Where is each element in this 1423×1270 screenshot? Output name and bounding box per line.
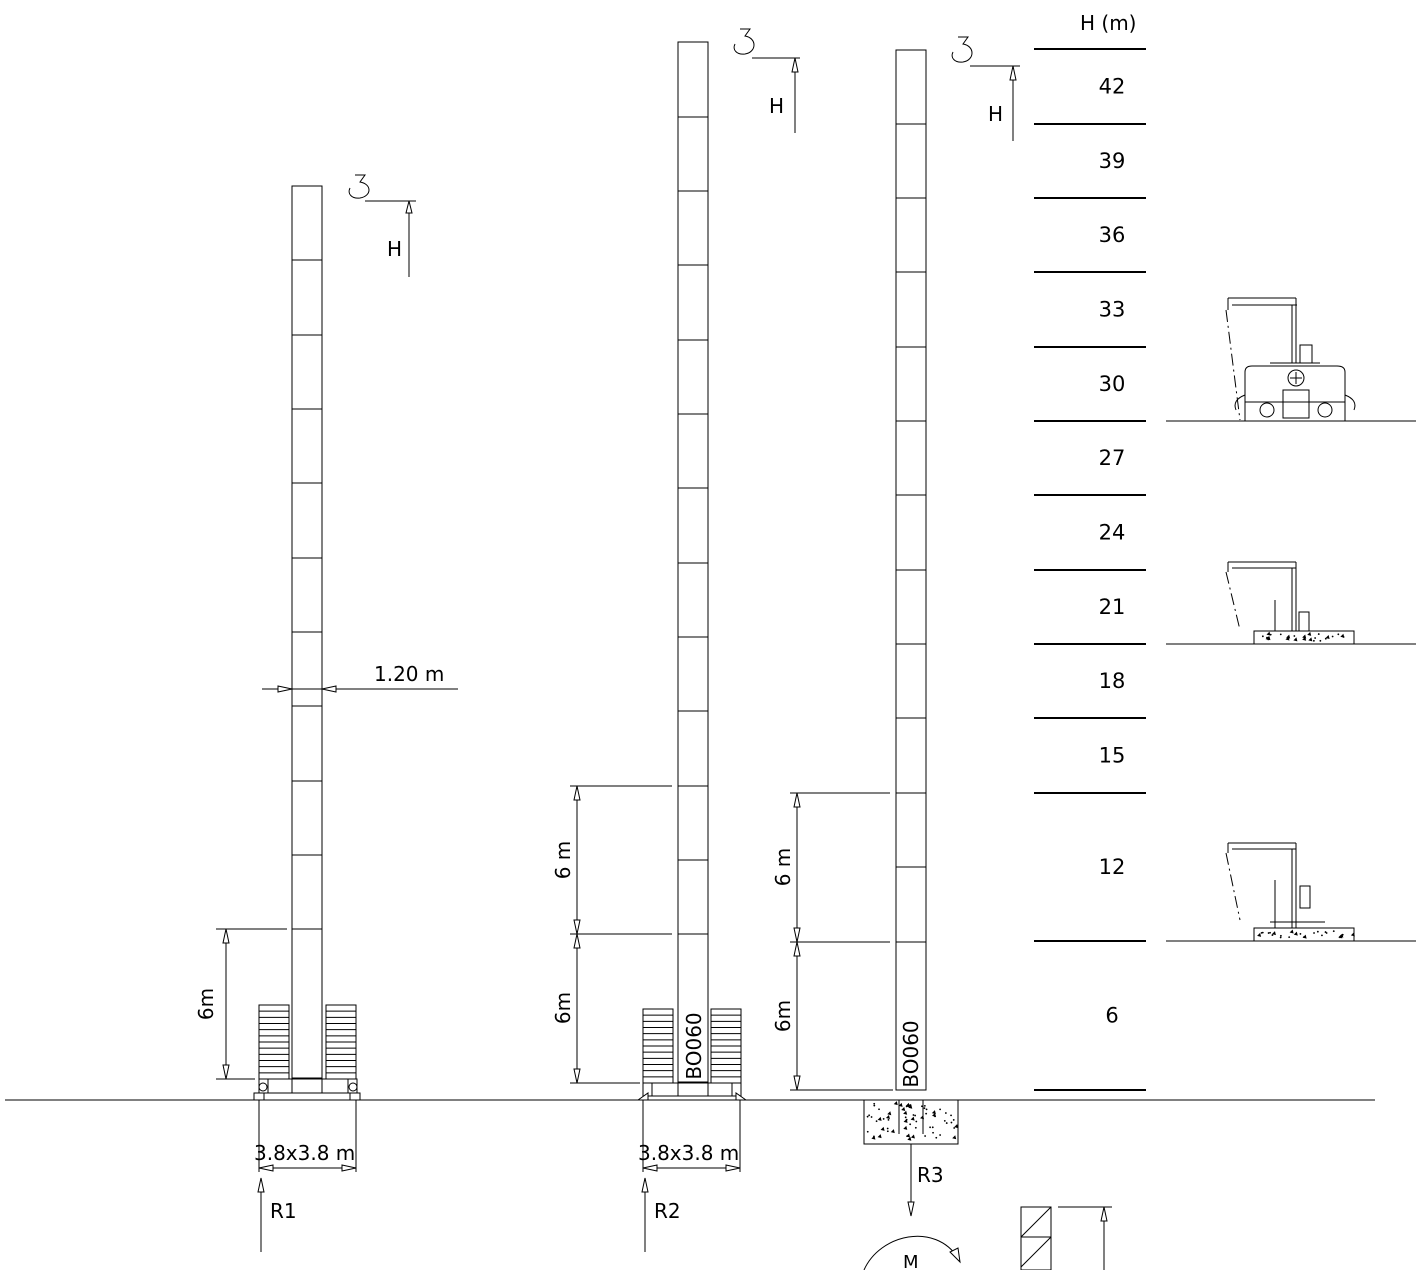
height-level-label: 6 (1105, 1004, 1118, 1028)
crane-middle: H 6 m 6m BO060 (551, 28, 800, 1252)
height-level-label: 42 (1099, 75, 1126, 99)
base-frame (636, 1082, 748, 1101)
reaction-arrow (907, 1144, 915, 1217)
base-frame (253, 1078, 361, 1101)
reaction-label: R3 (917, 1163, 944, 1187)
base-size-dimension (258, 1100, 357, 1172)
base-size-label: 3.8x3.8 m (254, 1141, 355, 1165)
ballast-block-right (325, 1004, 357, 1080)
hook-icon (348, 174, 416, 277)
mast-code: BO060 (899, 1020, 923, 1087)
concrete-foundation (863, 1099, 959, 1145)
reaction-label: R2 (654, 1199, 681, 1223)
base-size-dimension (642, 1100, 741, 1172)
mast-code: BO060 (682, 1012, 706, 1079)
detail-travelling-base (1166, 297, 1416, 422)
section-label-upper: 6 m (771, 848, 795, 887)
detail-fixed-base-upper (1166, 561, 1416, 645)
base-section-label: 6m (194, 988, 218, 1020)
ballast-block-right (710, 1008, 742, 1084)
height-level-label: 39 (1099, 149, 1126, 173)
mast-right (895, 49, 927, 1091)
ballast-block-left (642, 1008, 674, 1084)
section-dimension (790, 792, 893, 1091)
height-scale-header: H (m) (1080, 11, 1136, 35)
reaction-arrow (641, 1177, 649, 1252)
detail-fixed-base-lower (1166, 842, 1416, 942)
mast-middle (677, 41, 709, 1083)
reaction-arrow (257, 1177, 265, 1252)
hook-height-label: H (988, 102, 1003, 126)
height-level-label: 21 (1099, 595, 1126, 619)
hook-height-label: H (769, 94, 784, 118)
hook-icon (951, 36, 1020, 141)
height-level-label: 36 (1099, 223, 1126, 247)
section-dimension (570, 785, 672, 1084)
height-level-label: 15 (1099, 744, 1126, 768)
height-level-label: 12 (1099, 855, 1126, 879)
height-level-label: 18 (1099, 669, 1126, 693)
section-label-lower: 6m (551, 992, 575, 1024)
moment-label: M (903, 1252, 919, 1270)
height-scale: H (m) 42 39 36 33 30 27 24 21 18 15 12 6 (1034, 11, 1146, 1091)
section-label-lower: 6m (771, 1000, 795, 1032)
height-level-label: 24 (1099, 521, 1126, 545)
moment-arrow (863, 1235, 961, 1270)
base-size-label: 3.8x3.8 m (638, 1141, 739, 1165)
ballast-block-left (258, 1004, 290, 1080)
mast-width-label: 1.20 m (374, 662, 444, 686)
crane-right: H 6 m 6m BO060 R3 M (771, 36, 1020, 1270)
height-level-label: 33 (1099, 298, 1126, 322)
hook-height-label: H (387, 237, 402, 261)
height-level-label: 30 (1099, 372, 1126, 396)
mast-width-dimension (262, 685, 458, 693)
base-section-dimension (216, 928, 287, 1080)
detail-mast-section (1020, 1206, 1112, 1270)
section-label-upper: 6 m (551, 841, 575, 880)
height-level-label: 27 (1099, 446, 1126, 470)
reaction-label: R1 (270, 1199, 297, 1223)
mast-left (291, 185, 323, 1079)
hook-icon (733, 28, 800, 133)
crane-left: H 1.20 m 6m (194, 174, 458, 1252)
